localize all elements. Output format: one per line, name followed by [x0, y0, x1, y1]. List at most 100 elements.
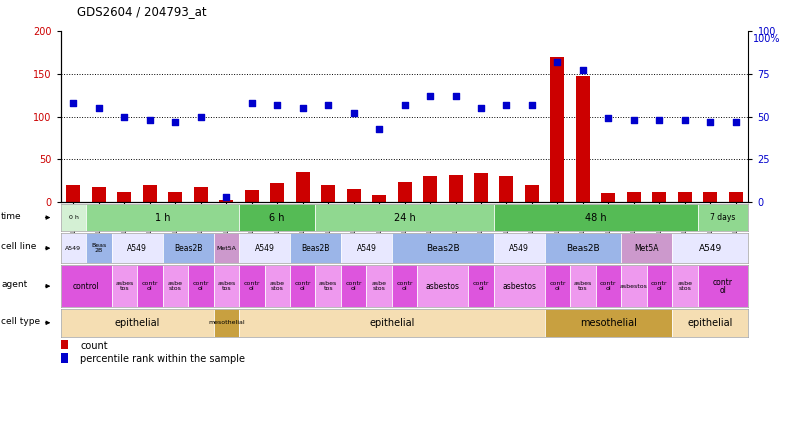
Bar	[92, 186, 106, 202]
Bar	[194, 186, 208, 202]
Bar	[168, 192, 182, 202]
Bar	[347, 189, 360, 202]
Point	[322, 101, 335, 108]
Text: A549: A549	[66, 246, 82, 251]
Bar	[265, 265, 290, 307]
Bar	[678, 192, 692, 202]
Bar	[703, 192, 717, 202]
Bar	[112, 265, 137, 307]
Text: A549: A549	[698, 244, 722, 253]
Text: asbes
tos: asbes tos	[217, 281, 236, 291]
Bar	[61, 233, 86, 263]
Bar	[500, 176, 514, 202]
Bar	[239, 204, 315, 231]
Bar	[544, 265, 570, 307]
Bar	[86, 233, 112, 263]
Point	[449, 92, 462, 99]
Text: 7 days: 7 days	[710, 213, 735, 222]
Bar	[112, 233, 163, 263]
Text: asbes
tos: asbes tos	[319, 281, 337, 291]
Bar	[525, 185, 539, 202]
Bar	[494, 233, 544, 263]
Text: 48 h: 48 h	[585, 213, 607, 222]
Text: control: control	[73, 281, 100, 291]
Text: Met5A: Met5A	[634, 244, 659, 253]
Point	[653, 116, 666, 123]
Text: A549: A549	[127, 244, 147, 253]
Point	[424, 92, 437, 99]
Bar	[652, 192, 667, 202]
Text: contr
ol: contr ol	[396, 281, 413, 291]
Bar	[61, 204, 86, 231]
Bar	[595, 265, 621, 307]
Point	[729, 118, 742, 125]
Bar	[672, 265, 697, 307]
Text: A549: A549	[254, 244, 275, 253]
Text: asbe
stos: asbe stos	[677, 281, 693, 291]
Bar	[86, 204, 239, 231]
Text: A549: A549	[509, 244, 529, 253]
Text: contr
ol: contr ol	[193, 281, 209, 291]
Bar	[372, 195, 386, 202]
Point	[678, 116, 691, 123]
Bar	[392, 233, 494, 263]
Point	[92, 104, 105, 111]
Text: Beas2B: Beas2B	[174, 244, 202, 253]
Bar	[220, 200, 233, 202]
Text: GDS2604 / 204793_at: GDS2604 / 204793_at	[77, 5, 207, 18]
Text: time: time	[1, 212, 22, 221]
Text: asbestos: asbestos	[426, 281, 460, 291]
Bar	[61, 309, 214, 337]
Point	[526, 101, 539, 108]
Text: 6 h: 6 h	[270, 213, 285, 222]
Bar	[214, 233, 239, 263]
Point	[220, 193, 232, 200]
Point	[245, 99, 258, 107]
Point	[551, 58, 564, 65]
Bar	[417, 265, 468, 307]
Bar	[341, 233, 392, 263]
Bar	[245, 190, 258, 202]
Bar	[398, 182, 411, 202]
Point	[271, 101, 284, 108]
Text: Beas2B: Beas2B	[566, 244, 599, 253]
Text: asbes
tos: asbes tos	[573, 281, 592, 291]
Point	[67, 99, 80, 107]
Point	[194, 113, 207, 120]
Bar	[117, 192, 131, 202]
Point	[168, 118, 181, 125]
Text: contr
ol: contr ol	[142, 281, 158, 291]
Bar	[601, 194, 616, 202]
Bar	[672, 309, 748, 337]
Bar	[672, 233, 748, 263]
Bar	[290, 233, 341, 263]
Bar	[366, 265, 392, 307]
Point	[118, 113, 131, 120]
Text: contr
ol: contr ol	[473, 281, 489, 291]
Bar	[239, 265, 265, 307]
Bar	[392, 265, 417, 307]
Point	[399, 101, 411, 108]
Point	[296, 104, 309, 111]
Text: count: count	[80, 341, 108, 351]
Bar	[271, 183, 284, 202]
Text: asbestos: asbestos	[502, 281, 536, 291]
Text: A549: A549	[356, 244, 377, 253]
Text: asbes
tos: asbes tos	[115, 281, 134, 291]
Bar	[423, 176, 437, 202]
Bar	[214, 309, 239, 337]
Bar	[449, 174, 463, 202]
Text: asbe
stos: asbe stos	[372, 281, 386, 291]
Point	[500, 101, 513, 108]
Point	[347, 110, 360, 117]
Point	[704, 118, 717, 125]
Bar	[474, 173, 488, 202]
Text: cell type: cell type	[1, 317, 41, 326]
Bar	[322, 185, 335, 202]
Text: asbe
stos: asbe stos	[270, 281, 285, 291]
Bar	[494, 204, 697, 231]
Bar	[66, 185, 80, 202]
Text: 1 h: 1 h	[155, 213, 170, 222]
Text: contr
ol: contr ol	[549, 281, 565, 291]
Bar	[188, 265, 214, 307]
